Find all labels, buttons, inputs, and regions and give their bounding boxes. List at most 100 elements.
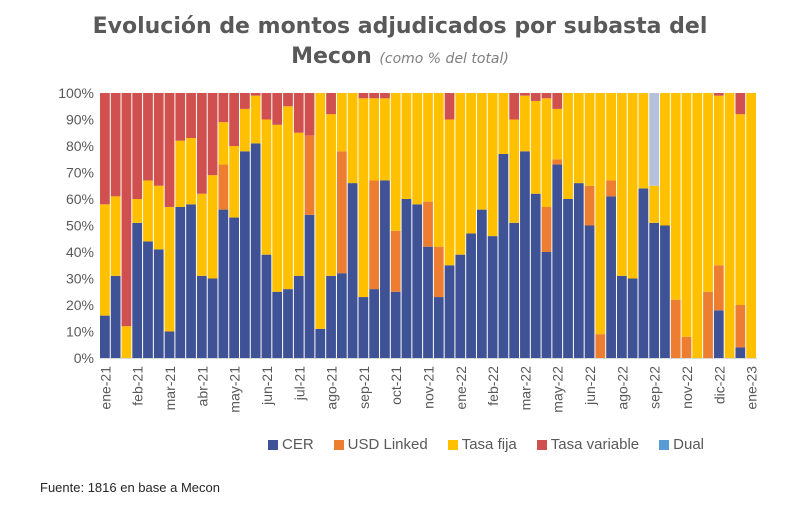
bar-segment-usd-linked: [713, 265, 724, 311]
legend-swatch-usd-linked: [333, 439, 344, 450]
x-tick-label: ene-21: [97, 366, 113, 410]
bar-segment-usd-linked: [541, 206, 552, 252]
bar-segment-tasa-fija: [681, 93, 692, 337]
bar-segment-tasa-variable: [530, 93, 541, 101]
bar-segment-cer: [110, 275, 121, 358]
bar-segment-tasa-fija: [261, 119, 272, 255]
bar-segment-tasa-fija: [444, 119, 455, 266]
bar-segment-cer: [283, 289, 293, 358]
bar-segment-tasa-variable: [369, 93, 380, 99]
bar-segment-tasa-fija: [520, 95, 530, 152]
bar-segment-usd-linked: [336, 151, 347, 274]
x-tick-label: feb-21: [130, 366, 146, 406]
bar-segment-tasa-variable: [541, 93, 552, 99]
bar-segment-tasa-variable: [121, 93, 132, 327]
bar-segment-cer: [390, 291, 401, 358]
y-tick-label: 80%: [66, 138, 94, 154]
legend-label-cer: CER: [282, 436, 314, 453]
bar-segment-tasa-variable: [132, 93, 143, 199]
y-tick-label: 40%: [66, 244, 94, 260]
bar-segment-tasa-fija: [606, 93, 616, 181]
y-tick-label: 100%: [58, 85, 94, 101]
bar-segment-cer: [369, 289, 380, 358]
x-tick-label: nov-22: [679, 366, 695, 409]
bar-segment-tasa-fija: [487, 93, 498, 237]
x-tick-label: sep-22: [647, 366, 663, 409]
bar-segment-tasa-fija: [283, 106, 293, 290]
bar-segment-cer: [240, 151, 250, 358]
bar-segment-cer: [196, 275, 207, 358]
bar-segment-tasa-fija: [595, 93, 606, 335]
legend-item-dual: Dual: [659, 436, 704, 453]
bar-segment-tasa-fija: [692, 93, 703, 358]
bar-segment-tasa-fija: [573, 93, 584, 184]
bar-segment-cer: [735, 347, 746, 358]
bar-segment-tasa-fija: [627, 93, 638, 279]
legend: CER USD Linked Tasa fija Tasa variable D…: [268, 436, 704, 453]
bar-segment-cer: [272, 291, 283, 358]
bar-segment-cer: [606, 196, 616, 358]
bar-segment-cer: [401, 199, 412, 358]
y-tick-label: 10%: [66, 324, 94, 340]
bar-segment-cer: [573, 183, 584, 358]
y-axis: 0% 10% 20% 30% 40% 50% 60% 70% 80% 90% 100%: [58, 85, 94, 366]
x-tick-label: may-21: [227, 366, 243, 413]
bar-segment-tasa-fija: [347, 93, 358, 184]
bar-segment-tasa-variable: [380, 93, 390, 99]
bar-segment-cer: [616, 275, 627, 358]
x-tick-label: ago-22: [614, 366, 630, 410]
bar-segment-tasa-fija: [272, 124, 283, 292]
chart-title-line1: Evolución de montos adjudicados por suba…: [92, 14, 708, 39]
bar-segment-tasa-fija: [649, 185, 660, 223]
y-tick-label: 70%: [66, 165, 94, 181]
bar-segment-tasa-fija: [336, 93, 347, 152]
y-tick-label: 0%: [74, 350, 94, 366]
bar-segment-tasa-variable: [272, 93, 283, 125]
bar-segment-tasa-fija: [143, 180, 153, 242]
legend-swatch-dual: [659, 439, 670, 450]
legend-item-cer: CER: [268, 436, 314, 453]
bar-segment-cer: [498, 153, 509, 358]
bar-segment-cer: [466, 233, 476, 358]
bar-segment-tasa-fija: [638, 93, 649, 189]
bar-segment-tasa-variable: [100, 93, 110, 205]
bar-segment-cer: [261, 254, 272, 358]
bar-segment-tasa-fija: [412, 93, 423, 205]
bar-segment-cer: [358, 297, 369, 358]
bar-segment-tasa-fija: [670, 93, 681, 300]
bar-segment-usd-linked: [595, 334, 606, 358]
bar-segment-cer: [423, 246, 433, 358]
bar-segment-cer: [455, 254, 466, 358]
bar-segment-tasa-fija: [100, 204, 110, 316]
x-tick-label: jun-22: [582, 366, 598, 406]
bar-segment-tasa-fija: [584, 93, 595, 186]
bar-segment-tasa-variable: [153, 93, 164, 186]
bar-segment-tasa-variable: [110, 93, 121, 197]
bar-segment-tasa-fija: [713, 95, 724, 266]
bar-segment-cer: [293, 275, 304, 358]
x-axis: ene-21 feb-21 mar-21 abr-21 may-21 jun-21 jul-…: [97, 358, 760, 413]
legend-swatch-tasa-fija: [447, 439, 458, 450]
bar-segment-usd-linked: [304, 135, 315, 215]
bar-segment-tasa-fija: [250, 95, 261, 144]
bar-segment-usd-linked: [735, 305, 746, 348]
bar-segment-tasa-variable: [229, 93, 240, 146]
bar-segment-tasa-fija: [466, 93, 476, 234]
bar-segment-cer: [380, 180, 390, 358]
bar-segment-cer: [444, 265, 455, 358]
bar-segment-cer: [584, 225, 595, 358]
bar-segment-cer: [229, 217, 240, 358]
bar-segment-tasa-fija: [401, 93, 412, 199]
bar-segment-cer: [326, 275, 336, 358]
bar-segment-cer: [520, 151, 530, 358]
bar-segment-tasa-fija: [293, 132, 304, 276]
bar-segment-cer: [175, 206, 186, 358]
bar-segment-cer: [487, 236, 498, 358]
bar-segment-tasa-fija: [563, 93, 573, 199]
bar-segment-tasa-fija: [498, 93, 509, 154]
bar-segment-usd-linked: [703, 291, 713, 358]
bar-segment-tasa-fija: [229, 146, 240, 218]
bar-segment-tasa-fija: [358, 98, 369, 298]
bar-segment-cer: [347, 183, 358, 358]
bar-segment-cer: [552, 164, 563, 358]
